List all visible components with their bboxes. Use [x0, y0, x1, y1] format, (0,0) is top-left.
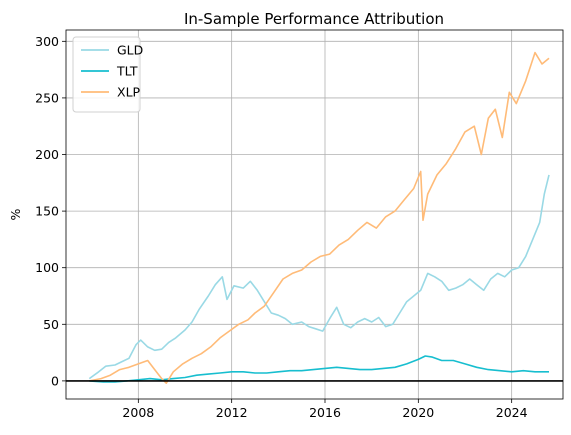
- x-tick-label: 2016: [309, 405, 341, 420]
- x-tick-label: 2024: [496, 405, 528, 420]
- series-line-xlp: [89, 51, 550, 385]
- legend: GLD TLT XLP: [72, 36, 143, 113]
- legend-label-xlp: XLP: [117, 85, 141, 100]
- x-tick-label: 2012: [216, 405, 248, 420]
- series-line-tlt: [89, 355, 549, 383]
- y-tick-label: 150: [35, 204, 59, 219]
- series-line-gld: [88, 174, 550, 380]
- legend-box: [72, 36, 141, 113]
- x-tick-label: 2008: [122, 405, 154, 420]
- grid: [66, 30, 563, 399]
- y-tick-label: 250: [35, 90, 59, 105]
- plot-area: [66, 51, 563, 385]
- y-tick-label: 300: [35, 34, 59, 49]
- x-tick-label: 2020: [402, 405, 434, 420]
- y-tick-label: 200: [35, 147, 59, 162]
- y-tick-label: 50: [43, 317, 59, 332]
- legend-label-tlt: TLT: [116, 64, 138, 79]
- y-tick-label: 0: [51, 373, 59, 388]
- chart-title: In-Sample Performance Attribution: [184, 10, 444, 28]
- y-axis-label: %: [8, 208, 23, 220]
- y-tick-label: 100: [35, 260, 59, 275]
- plot-frame: [65, 29, 564, 400]
- legend-label-gld: GLD: [117, 43, 143, 58]
- axes: 2008 2012 2016 2020 2024 0 50 100 150 200 250 300: [35, 29, 564, 420]
